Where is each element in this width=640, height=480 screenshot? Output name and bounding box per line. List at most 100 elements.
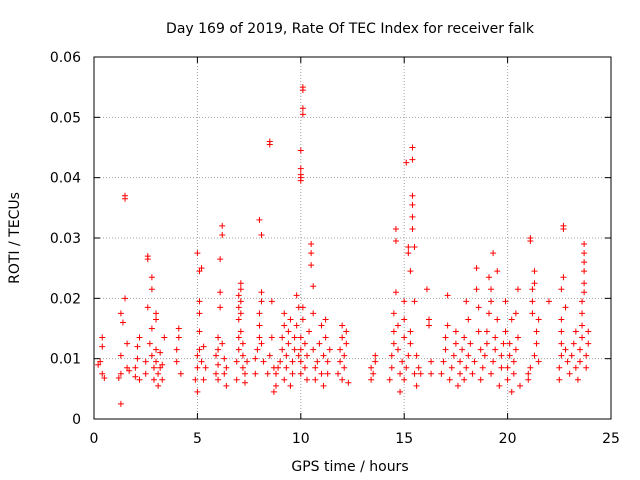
data-point: [512, 310, 519, 317]
data-point: [392, 289, 399, 296]
data-point: [117, 400, 124, 407]
data-point: [233, 376, 240, 383]
data-point: [564, 358, 571, 365]
data-point: [585, 328, 592, 335]
data-point: [496, 382, 503, 389]
data-point: [134, 343, 141, 350]
data-point: [483, 328, 490, 335]
data-point: [500, 340, 507, 347]
data-point: [175, 325, 182, 332]
data-point: [533, 328, 540, 335]
data-point: [194, 388, 201, 395]
data-point: [483, 340, 490, 347]
data-point: [444, 322, 451, 329]
data-point: [316, 340, 323, 347]
x-tick-label: 15: [395, 431, 413, 447]
data-point: [237, 310, 244, 317]
y-axis-label: ROTI / TECUs: [7, 192, 23, 284]
data-point: [409, 213, 416, 220]
data-point: [583, 352, 590, 359]
data-point: [119, 319, 126, 326]
data-point: [99, 370, 106, 377]
y-axis-tick-labels: 0 0.01 0.02 0.03 0.04 0.05 0.06: [50, 50, 81, 428]
data-point: [339, 376, 346, 383]
data-point: [198, 358, 205, 365]
data-point: [254, 346, 261, 353]
data-point: [297, 147, 304, 154]
data-point: [504, 364, 511, 371]
data-point: [279, 334, 286, 341]
data-point: [409, 156, 416, 163]
data-point: [297, 171, 304, 178]
data-point: [527, 364, 534, 371]
data-point: [405, 244, 412, 251]
data-point: [370, 370, 377, 377]
data-point: [556, 364, 563, 371]
data-point: [295, 352, 302, 359]
data-point: [283, 364, 290, 371]
data-point: [461, 376, 468, 383]
data-point: [570, 340, 577, 347]
data-point: [117, 370, 124, 377]
data-point: [450, 352, 457, 359]
data-point: [492, 334, 499, 341]
data-point: [343, 328, 350, 335]
y-tick-label: 0.04: [50, 171, 81, 187]
data-point: [153, 358, 160, 365]
data-point: [289, 358, 296, 365]
data-point: [477, 376, 484, 383]
data-point: [213, 370, 220, 377]
data-point: [270, 388, 277, 395]
data-point: [173, 358, 180, 365]
data-point: [446, 376, 453, 383]
data-point: [527, 235, 534, 241]
data-point: [268, 334, 275, 341]
data-point: [388, 352, 395, 359]
data-point: [268, 298, 275, 305]
data-point: [368, 364, 375, 371]
data-point: [579, 334, 586, 341]
data-point: [148, 325, 155, 332]
data-point: [318, 322, 325, 329]
data-point: [291, 334, 298, 341]
data-point: [281, 310, 288, 317]
data-point: [289, 370, 296, 377]
data-point: [510, 370, 517, 377]
data-point: [258, 231, 265, 238]
data-point: [126, 367, 133, 374]
data-point: [413, 352, 420, 359]
data-point: [219, 340, 226, 347]
data-point: [397, 388, 404, 395]
data-point: [413, 382, 420, 389]
x-tick-label: 25: [602, 431, 620, 447]
data-point: [579, 322, 586, 329]
data-point: [272, 382, 279, 389]
data-point: [417, 370, 424, 377]
data-point: [196, 268, 203, 275]
data-point: [339, 322, 346, 329]
data-point: [452, 340, 459, 347]
data-point: [407, 268, 414, 275]
data-point: [583, 364, 590, 371]
data-point: [200, 376, 207, 383]
data-point: [438, 370, 445, 377]
data-point: [299, 84, 306, 91]
data-point: [159, 361, 166, 368]
data-point: [452, 328, 459, 335]
data-point: [144, 253, 151, 260]
data-point: [196, 346, 203, 353]
data-point: [304, 376, 311, 383]
data-point: [581, 289, 588, 296]
data-point: [576, 346, 583, 353]
data-point: [241, 379, 248, 386]
data-point: [115, 374, 122, 381]
data-point: [562, 346, 569, 353]
data-point: [411, 370, 418, 377]
data-point: [202, 364, 209, 371]
data-point: [324, 358, 331, 365]
data-point: [390, 340, 397, 347]
data-point: [405, 352, 412, 359]
data-point: [506, 340, 513, 347]
data-point: [150, 364, 157, 371]
data-point: [428, 370, 435, 377]
